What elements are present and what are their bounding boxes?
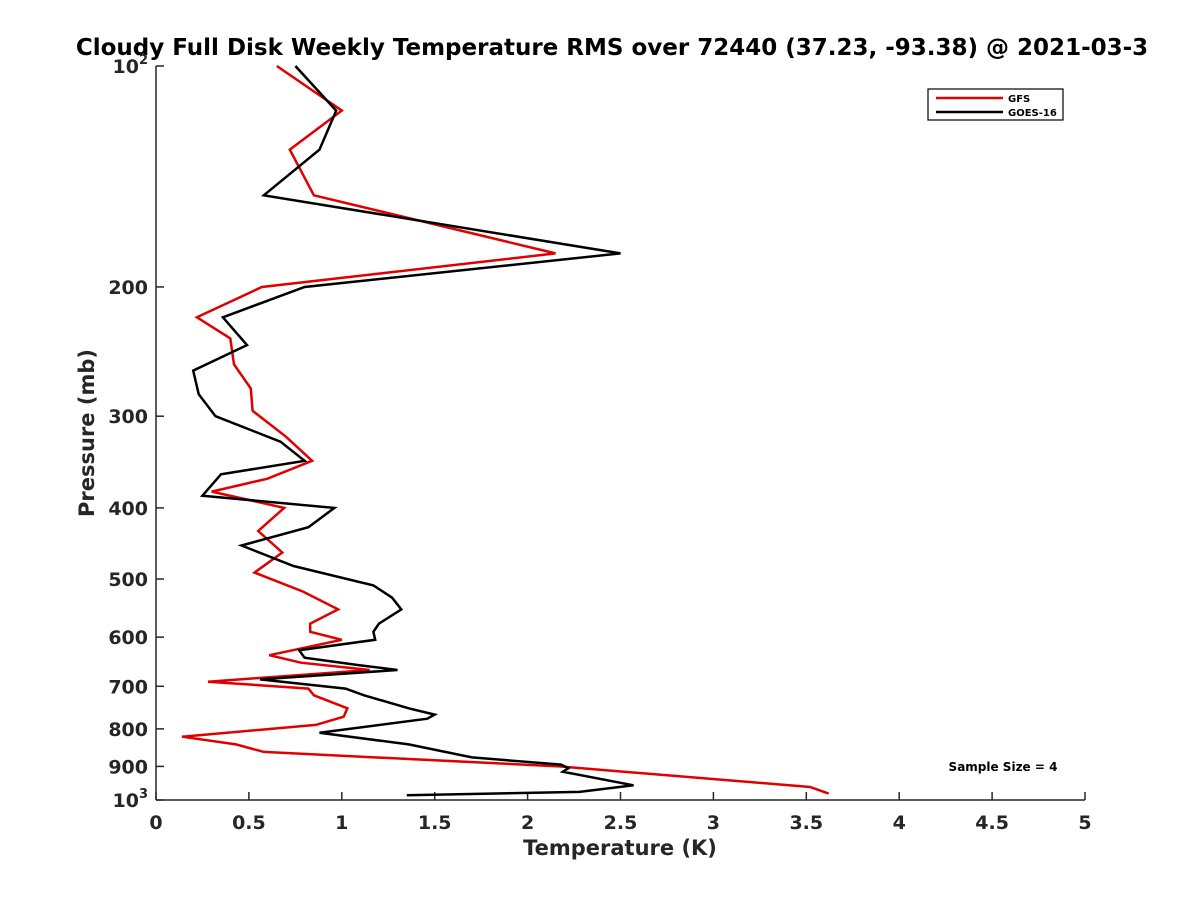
legend: GFS GOES-16 — [927, 88, 1064, 121]
x-tick-label: 5 — [1078, 812, 1091, 834]
series-line-goes-16 — [191, 65, 634, 797]
x-tick-label: 1 — [335, 812, 348, 834]
legend-label-gfs: GFS — [1008, 94, 1030, 105]
x-tick-label: 3.5 — [789, 812, 823, 834]
x-axis-label: Temperature (K) — [523, 836, 717, 860]
legend-box — [927, 88, 1064, 121]
legend-label-goes-16: GOES-16 — [1008, 108, 1057, 119]
x-tick-label: 0.5 — [232, 812, 266, 834]
axes: 0 0.5 1 1.5 2 2.5 3 3.5 4 4.5 5 102 200 300 400 500 600 7… — [108, 53, 1091, 834]
y-tick-label: 103 — [113, 787, 149, 812]
x-tick-label: 4 — [893, 812, 906, 834]
sample-size-annotation: Sample Size = 4 — [949, 760, 1058, 774]
y-tick-label: 300 — [108, 406, 148, 428]
x-tick-label: 3 — [707, 812, 720, 834]
y-axis-label: Pressure (mb) — [75, 349, 99, 517]
x-tick-label: 2.5 — [604, 812, 638, 834]
x-tick-label: 2 — [521, 812, 534, 834]
x-tick-label: 4.5 — [975, 812, 1009, 834]
y-tick-label: 500 — [108, 569, 148, 591]
y-tick-label: 800 — [108, 719, 148, 741]
y-tick-label: 600 — [108, 627, 148, 649]
y-tick-label: 400 — [108, 498, 148, 520]
series-line-gfs — [181, 64, 830, 795]
x-tick-label: 1.5 — [418, 812, 452, 834]
y-tick-label: 200 — [108, 277, 148, 299]
x-tick-label: 0 — [149, 812, 162, 834]
y-tick-label: 102 — [113, 53, 149, 78]
y-tick-label: 700 — [108, 676, 148, 698]
y-tick-label: 900 — [108, 756, 148, 778]
chart-title: Cloudy Full Disk Weekly Temperature RMS … — [76, 35, 1148, 61]
series-group — [181, 64, 830, 797]
